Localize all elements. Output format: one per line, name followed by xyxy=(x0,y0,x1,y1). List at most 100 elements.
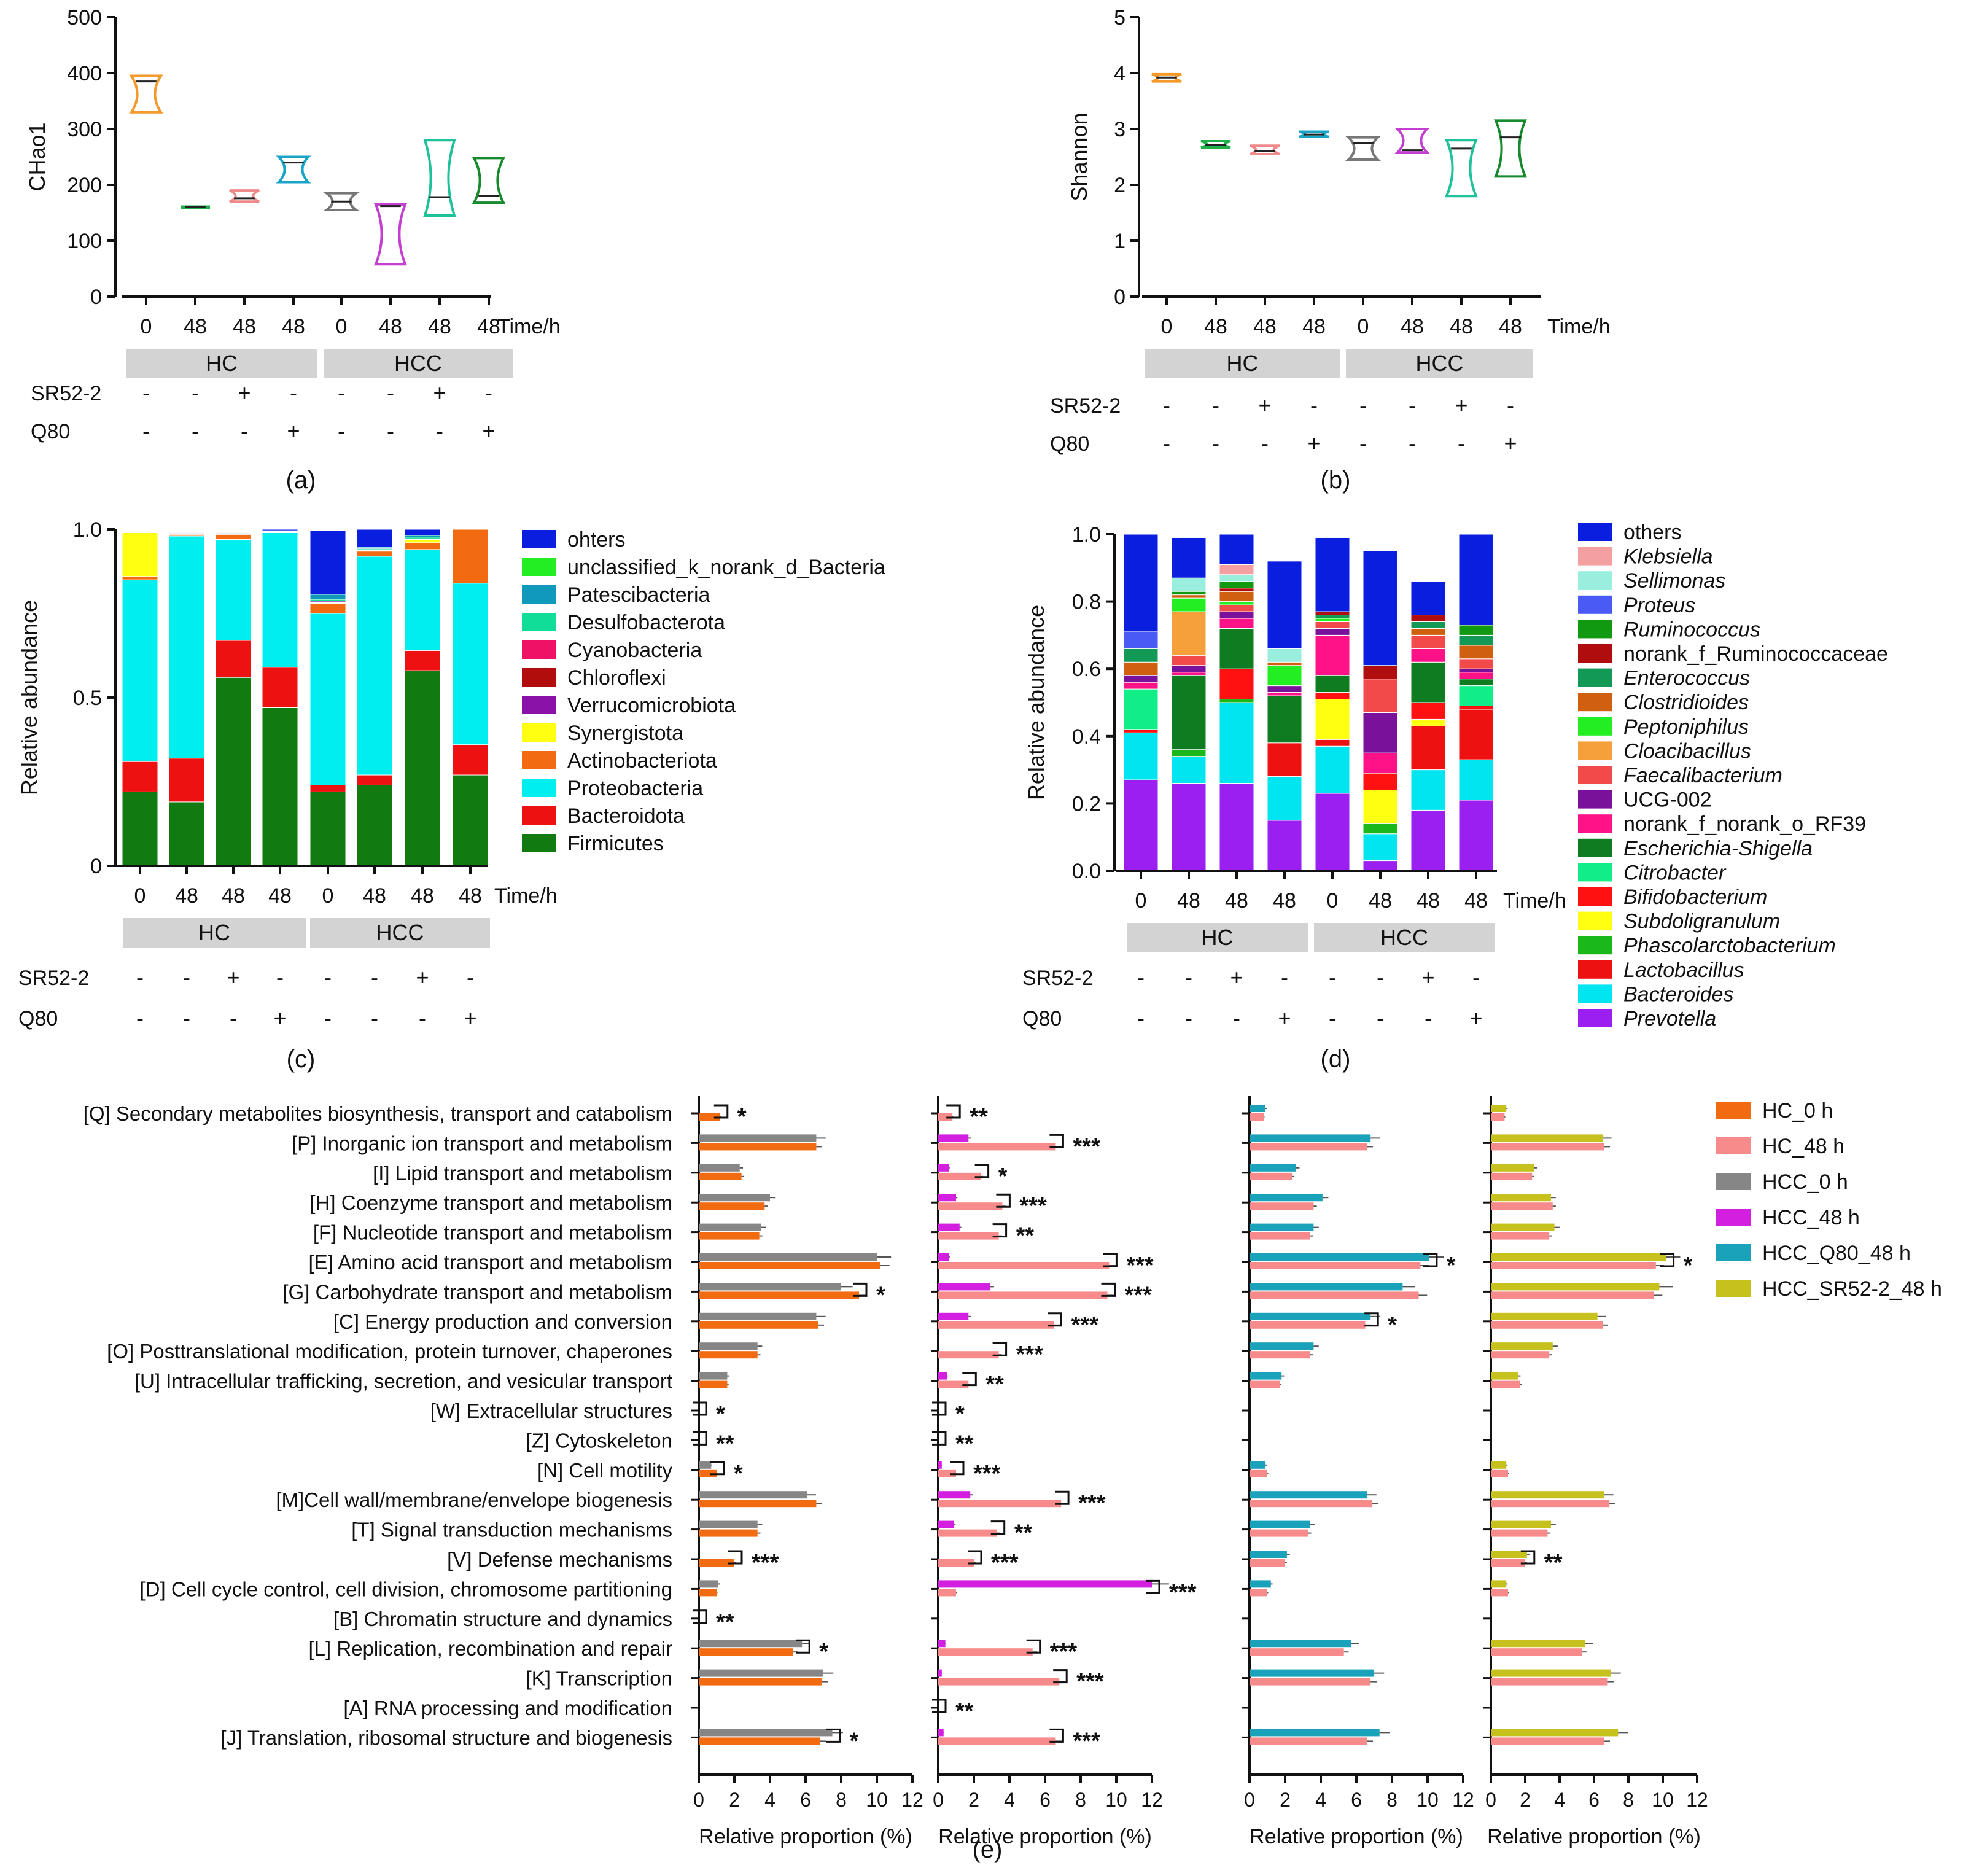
q80-mark: - xyxy=(136,1005,144,1030)
sig-stars: *** xyxy=(1050,1639,1078,1665)
violin-shape xyxy=(472,157,506,204)
e-bar xyxy=(1491,1253,1666,1261)
legend-swatch xyxy=(1578,523,1612,541)
e-bar xyxy=(1491,1143,1604,1151)
legend-label: Prevotella xyxy=(1623,1007,1716,1030)
e-bar xyxy=(1250,1648,1344,1656)
e-bar xyxy=(1250,1551,1287,1558)
time-label: 48 xyxy=(411,884,434,908)
legend-swatch xyxy=(1578,790,1612,809)
stacked-segment xyxy=(1458,759,1494,801)
stacked-segment xyxy=(1458,709,1494,760)
e-bar xyxy=(1250,1202,1314,1210)
legend-label: Sellimonas xyxy=(1623,569,1725,593)
violin-shape xyxy=(1493,119,1528,178)
category-label: [K] Transcription xyxy=(526,1667,672,1690)
sr52-mark: - xyxy=(1472,965,1480,990)
time-label: 48 xyxy=(222,884,245,908)
sr52-mark: + xyxy=(1230,965,1243,990)
stacked-segment xyxy=(1362,860,1398,871)
time-label: 48 xyxy=(175,884,198,908)
stacked-segment xyxy=(1267,561,1302,649)
category-label: [F] Nucleotide transport and metabolism xyxy=(313,1221,672,1244)
e-bar xyxy=(1491,1469,1508,1477)
e-bar xyxy=(1491,1202,1553,1210)
stacked-segment xyxy=(1315,634,1350,676)
q80-mark: + xyxy=(464,1005,476,1030)
stacked-segment xyxy=(1362,789,1398,824)
stacked-segment xyxy=(1362,665,1398,680)
e-bar xyxy=(938,1372,947,1380)
sig-bracket xyxy=(1103,1253,1118,1267)
e-bar xyxy=(938,1321,1054,1329)
stacked-y-tick-label: 0.8 xyxy=(1072,591,1101,614)
e-bar xyxy=(938,1134,969,1142)
sig-stars: *** xyxy=(1016,1342,1044,1368)
q80-mark: - xyxy=(142,418,150,443)
sig-bracket xyxy=(1146,1579,1160,1594)
category-label: [A] RNA processing and modification xyxy=(343,1697,672,1719)
stacked-segment xyxy=(1219,699,1254,703)
group-label-hc: HC xyxy=(198,920,230,945)
q80-mark: - xyxy=(1329,1005,1336,1030)
legend-label: Enterococcus xyxy=(1623,667,1750,690)
stacked-segment xyxy=(1362,823,1398,835)
e-bar xyxy=(699,1253,877,1261)
sr52-mark: + xyxy=(238,380,251,405)
stacked-segment xyxy=(1315,618,1350,622)
violin-y-tick-label: 300 xyxy=(67,118,102,141)
e-bar xyxy=(1250,1729,1380,1737)
stacked-segment xyxy=(262,529,298,531)
legend-swatch xyxy=(522,613,556,631)
panel-label: (a) xyxy=(286,467,316,494)
e-bar xyxy=(1491,1520,1551,1528)
category-label: [U] Intracellular trafficking, secretion… xyxy=(134,1370,672,1393)
e-bar xyxy=(699,1469,717,1477)
legend-swatch xyxy=(522,696,556,714)
e-bar xyxy=(1250,1172,1292,1180)
legend-swatch xyxy=(1578,838,1612,857)
stacked-segment xyxy=(1315,615,1350,619)
violin-y-tick-label: 0 xyxy=(90,286,102,309)
sr52-mark: + xyxy=(1258,392,1271,418)
stacked-segment xyxy=(1410,621,1446,629)
e-bar xyxy=(1491,1134,1603,1142)
e-bar xyxy=(938,1469,956,1477)
q80-mark: - xyxy=(1233,1005,1240,1030)
e-bar xyxy=(1491,1321,1603,1329)
time-label: 48 xyxy=(1499,315,1522,338)
legend-swatch xyxy=(522,585,556,604)
stacked-segment xyxy=(1267,820,1302,871)
row-label-sr52-2: SR52-2 xyxy=(1022,967,1093,990)
e-bar xyxy=(1491,1500,1610,1508)
e-bar xyxy=(938,1283,990,1291)
violin-shape xyxy=(1394,128,1430,154)
stacked-segment xyxy=(404,539,441,543)
group-bar-hc xyxy=(1127,923,1308,952)
legend-swatch xyxy=(522,834,556,852)
legend-label: Clostridioides xyxy=(1623,691,1749,714)
e-bar xyxy=(1250,1529,1308,1537)
q80-mark: + xyxy=(1469,1005,1482,1030)
legend-label: norank_f_norank_o_RF39 xyxy=(1623,812,1866,836)
sr52-mark: - xyxy=(142,380,150,405)
e-bar xyxy=(1491,1580,1507,1588)
e-bar xyxy=(1250,1640,1351,1648)
e-bar xyxy=(1491,1372,1518,1380)
stacked-segment xyxy=(1458,679,1494,687)
e-bar xyxy=(1250,1500,1373,1508)
stacked-segment xyxy=(1267,661,1302,666)
stacked-segment xyxy=(1267,695,1302,744)
e-bar xyxy=(699,1321,818,1329)
stacked-segment xyxy=(1458,534,1494,626)
legend-swatch xyxy=(1716,1173,1751,1190)
q80-mark: + xyxy=(1504,430,1517,456)
e-bar xyxy=(1491,1737,1604,1745)
e-bar xyxy=(938,1491,971,1499)
e-bar xyxy=(1250,1342,1314,1350)
stacked-segment xyxy=(122,530,158,532)
time-unit-label: Time/h xyxy=(1503,889,1566,913)
sig-bracket xyxy=(853,1282,868,1297)
sig-bracket xyxy=(693,1609,707,1624)
sig-bracket xyxy=(990,1520,1006,1535)
